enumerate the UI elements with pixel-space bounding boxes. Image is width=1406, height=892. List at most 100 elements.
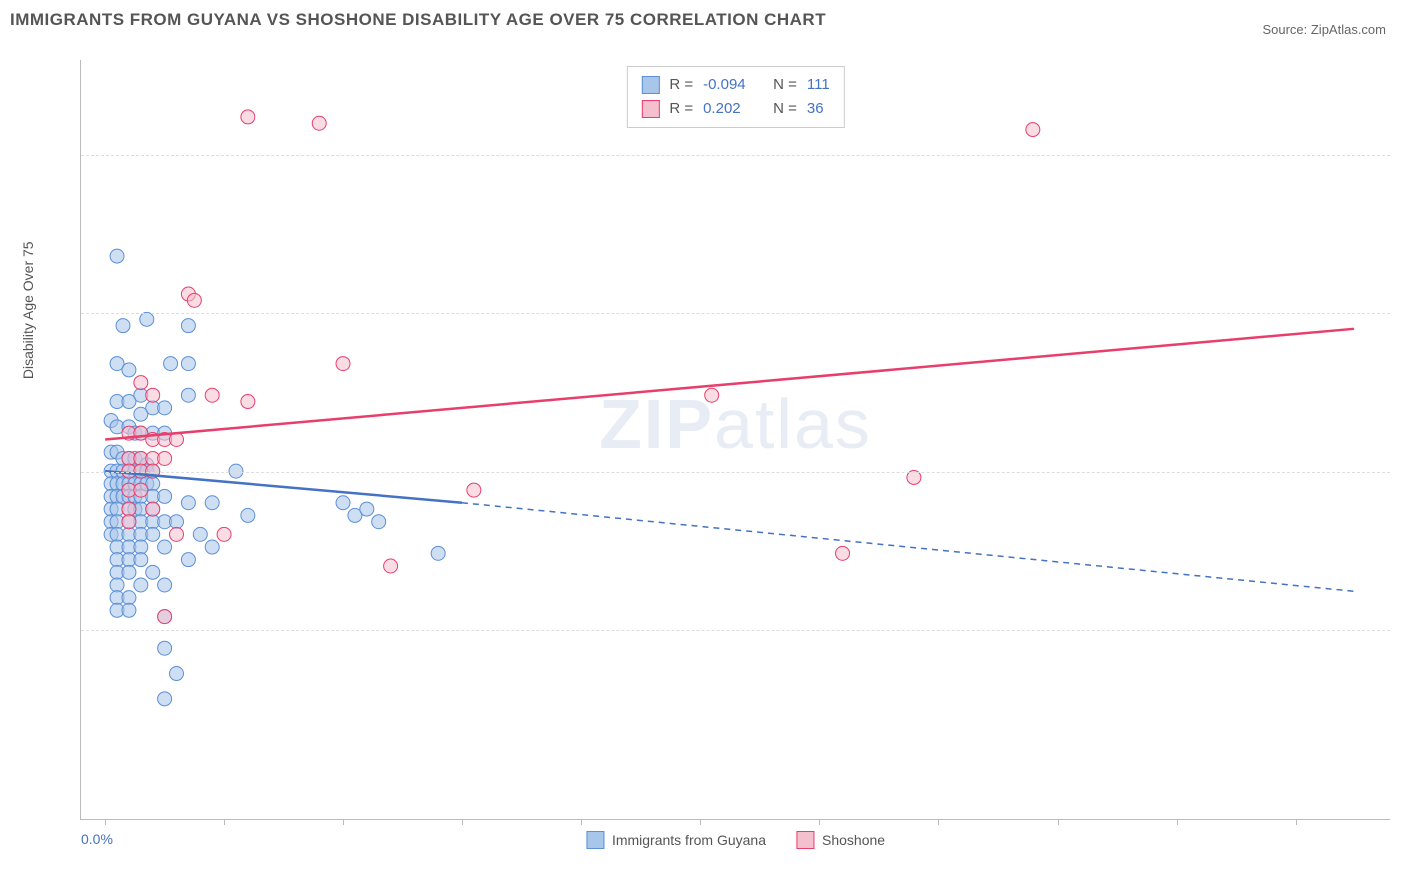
data-point bbox=[170, 515, 184, 529]
y-axis-label: Disability Age Over 75 bbox=[20, 241, 36, 379]
data-point bbox=[467, 483, 481, 497]
data-point bbox=[122, 502, 136, 516]
data-point bbox=[110, 578, 124, 592]
stat-legend-row: R = -0.094 N = 111 bbox=[641, 73, 829, 97]
data-point bbox=[170, 667, 184, 681]
legend-swatch bbox=[641, 100, 659, 118]
stat-n-label: N = bbox=[773, 73, 797, 97]
data-point bbox=[336, 496, 350, 510]
stat-legend-row: R = 0.202 N = 36 bbox=[641, 97, 829, 121]
stat-r-label: R = bbox=[669, 97, 693, 121]
legend-swatch bbox=[586, 831, 604, 849]
data-point bbox=[241, 395, 255, 409]
data-point bbox=[181, 357, 195, 371]
stat-r-label: R = bbox=[669, 73, 693, 97]
stat-n-value: 36 bbox=[807, 97, 824, 121]
source-prefix: Source: bbox=[1262, 22, 1310, 37]
data-point bbox=[134, 483, 148, 497]
x-tick bbox=[1296, 819, 1297, 825]
data-point bbox=[205, 388, 219, 402]
data-point bbox=[122, 603, 136, 617]
data-point bbox=[705, 388, 719, 402]
x-tick bbox=[462, 819, 463, 825]
data-point bbox=[122, 515, 136, 529]
data-point bbox=[122, 363, 136, 377]
data-point bbox=[1026, 123, 1040, 137]
data-point bbox=[158, 540, 172, 554]
x-tick bbox=[343, 819, 344, 825]
x-tick bbox=[581, 819, 582, 825]
x-tick-min: 0.0% bbox=[81, 831, 113, 847]
data-point bbox=[140, 312, 154, 326]
data-point bbox=[360, 502, 374, 516]
chart-area: Disability Age Over 75 ZIPatlas R = -0.0… bbox=[50, 60, 1390, 820]
data-point bbox=[181, 496, 195, 510]
data-point bbox=[241, 110, 255, 124]
data-point bbox=[158, 451, 172, 465]
data-point bbox=[372, 515, 386, 529]
data-point bbox=[116, 319, 130, 333]
data-point bbox=[158, 641, 172, 655]
data-point bbox=[187, 293, 201, 307]
bottom-legend-label: Shoshone bbox=[822, 832, 885, 848]
x-tick bbox=[938, 819, 939, 825]
gridline-h bbox=[81, 630, 1390, 631]
data-point bbox=[122, 395, 136, 409]
data-point bbox=[134, 578, 148, 592]
x-tick bbox=[819, 819, 820, 825]
x-tick bbox=[224, 819, 225, 825]
data-point bbox=[146, 502, 160, 516]
regression-line-dashed bbox=[462, 503, 1354, 592]
bottom-legend-label: Immigrants from Guyana bbox=[612, 832, 766, 848]
data-point bbox=[134, 553, 148, 567]
data-point bbox=[241, 508, 255, 522]
data-point bbox=[146, 565, 160, 579]
data-point bbox=[158, 610, 172, 624]
data-point bbox=[146, 527, 160, 541]
x-tick bbox=[700, 819, 701, 825]
data-point bbox=[384, 559, 398, 573]
data-point bbox=[205, 540, 219, 554]
data-point bbox=[164, 357, 178, 371]
data-point bbox=[134, 376, 148, 390]
stat-n-value: 111 bbox=[807, 73, 830, 97]
data-point bbox=[158, 692, 172, 706]
x-tick bbox=[1058, 819, 1059, 825]
data-point bbox=[431, 546, 445, 560]
data-point bbox=[158, 401, 172, 415]
plot-area: ZIPatlas R = -0.094 N = 111 R = 0.202 N … bbox=[80, 60, 1390, 820]
plot-svg bbox=[81, 60, 1390, 819]
data-point bbox=[336, 357, 350, 371]
data-point bbox=[158, 578, 172, 592]
stat-r-value: 0.202 bbox=[703, 97, 763, 121]
data-point bbox=[110, 249, 124, 263]
gridline-h bbox=[81, 313, 1390, 314]
source-link[interactable]: ZipAtlas.com bbox=[1311, 22, 1386, 37]
data-point bbox=[122, 565, 136, 579]
data-point bbox=[170, 527, 184, 541]
data-point bbox=[134, 540, 148, 554]
bottom-legend: Immigrants from Guyana Shoshone bbox=[586, 831, 885, 849]
stat-r-value: -0.094 bbox=[703, 73, 763, 97]
data-point bbox=[146, 388, 160, 402]
chart-title: IMMIGRANTS FROM GUYANA VS SHOSHONE DISAB… bbox=[10, 10, 1396, 30]
data-point bbox=[312, 116, 326, 130]
data-point bbox=[181, 553, 195, 567]
bottom-legend-item: Shoshone bbox=[796, 831, 885, 849]
data-point bbox=[205, 496, 219, 510]
data-point bbox=[158, 489, 172, 503]
legend-swatch bbox=[796, 831, 814, 849]
data-point bbox=[193, 527, 207, 541]
x-tick bbox=[1177, 819, 1178, 825]
data-point bbox=[181, 319, 195, 333]
x-tick bbox=[105, 819, 106, 825]
regression-line bbox=[105, 329, 1354, 440]
data-point bbox=[181, 388, 195, 402]
data-point bbox=[836, 546, 850, 560]
source-attribution: Source: ZipAtlas.com bbox=[1262, 22, 1386, 37]
bottom-legend-item: Immigrants from Guyana bbox=[586, 831, 766, 849]
stat-n-label: N = bbox=[773, 97, 797, 121]
data-point bbox=[217, 527, 231, 541]
gridline-h bbox=[81, 155, 1390, 156]
data-point bbox=[122, 591, 136, 605]
